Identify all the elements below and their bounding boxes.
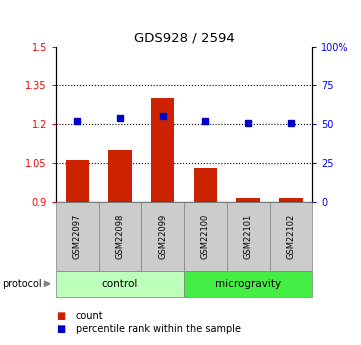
Text: ■: ■ [56,325,65,334]
Text: ■: ■ [56,311,65,321]
Text: protocol: protocol [2,279,42,289]
Text: GSM22097: GSM22097 [73,214,82,259]
Bar [279,198,303,202]
Text: control: control [102,279,138,289]
Text: GSM22100: GSM22100 [201,214,210,259]
Text: GSM22099: GSM22099 [158,214,167,259]
Bar [108,150,132,202]
Bar [236,198,260,202]
Text: GSM22098: GSM22098 [116,214,125,259]
Bar [151,98,174,202]
Text: GSM22101: GSM22101 [244,214,253,259]
Text: GSM22102: GSM22102 [286,214,295,259]
Text: percentile rank within the sample: percentile rank within the sample [76,325,241,334]
Bar [194,168,217,202]
Text: microgravity: microgravity [215,279,281,289]
Text: count: count [76,311,104,321]
Title: GDS928 / 2594: GDS928 / 2594 [134,31,235,44]
Bar [66,160,89,202]
